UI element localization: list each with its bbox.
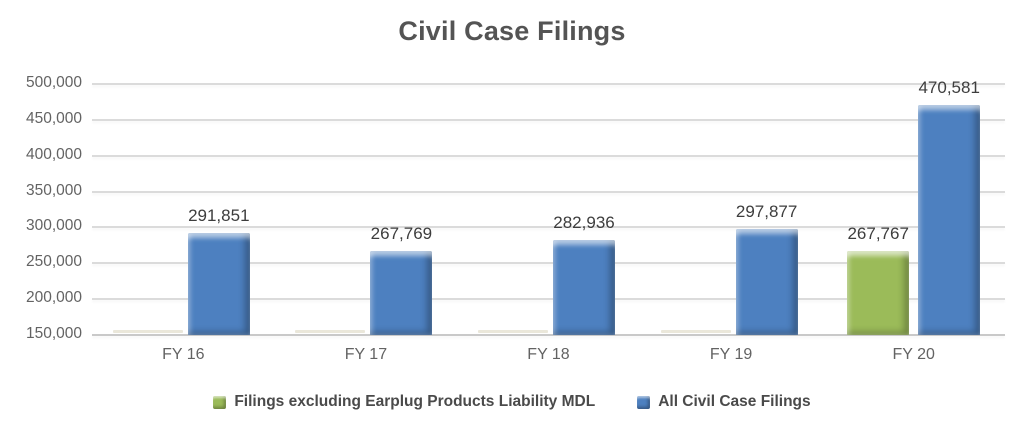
chart-title: Civil Case Filings — [398, 16, 626, 46]
gridline — [92, 226, 1005, 229]
bar-fy-18-all-filings — [553, 239, 615, 335]
data-label-fy-20-excluding-mdl: 267,767 — [847, 223, 909, 243]
legend-entry-all-filings: All Civil Case Filings — [637, 393, 811, 411]
gridline — [92, 298, 1005, 301]
data-label-fy-18-all-filings: 282,936 — [553, 212, 615, 232]
bar-fy-20-excluding-mdl — [847, 250, 910, 335]
gridline — [92, 262, 1005, 265]
gridline — [92, 190, 1005, 193]
x-axis-label: FY 16 — [162, 346, 205, 363]
gridline — [92, 83, 1005, 85]
data-label-fy-20-all-filings: 470,581 — [918, 78, 980, 98]
legend: Filings excluding Earplug Products Liabi… — [0, 393, 1024, 411]
data-label-fy-16-all-filings: 291,851 — [188, 206, 250, 226]
y-axis-tick-label: 400,000 — [25, 145, 82, 163]
y-axis-tick-label: 200,000 — [25, 289, 82, 307]
y-axis-tick-label: 250,000 — [25, 253, 82, 271]
bar-fy-19-all-filings — [735, 228, 798, 335]
y-axis-tick-label: 350,000 — [25, 181, 82, 199]
x-axis-label: FY 18 — [527, 346, 570, 363]
bar-fy-16-all-filings — [187, 233, 250, 335]
bar-fy-20-all-filings — [918, 105, 981, 335]
legend-entry-excluding-mdl: Filings excluding Earplug Products Liabi… — [213, 393, 595, 411]
data-label-fy-17-all-filings: 267,769 — [370, 223, 433, 243]
blue-series-swatch-icon — [637, 395, 651, 409]
x-axis-label: FY 17 — [344, 346, 388, 363]
empty-green-series-artifact — [112, 330, 183, 333]
plot-area: 150,000 200,000 250,000 300,000 350,000 400,0… — [26, 74, 1005, 363]
legend-label-excluding-mdl: Filings excluding Earplug Products Liabi… — [234, 393, 596, 410]
empty-green-series-artifact — [660, 330, 731, 333]
empty-green-series-artifact — [478, 330, 548, 333]
y-axis-tick-label: 300,000 — [25, 217, 82, 235]
green-series-swatch-icon — [213, 395, 227, 409]
data-label-fy-19-all-filings: 297,877 — [735, 201, 798, 221]
bar-fy-17-all-filings — [370, 250, 433, 335]
gridline — [92, 118, 1005, 121]
gridline — [92, 154, 1005, 157]
x-axis-label: FY 19 — [709, 346, 753, 363]
legend-label-all-filings: All Civil Case Filings — [658, 393, 811, 410]
y-axis-tick-label: 150,000 — [25, 325, 82, 342]
gridline — [92, 334, 1005, 336]
x-axis-label: FY 20 — [892, 346, 935, 363]
empty-green-series-artifact — [295, 330, 366, 333]
y-axis-tick-label: 450,000 — [25, 109, 82, 127]
y-axis-tick-label: 500,000 — [25, 74, 82, 91]
